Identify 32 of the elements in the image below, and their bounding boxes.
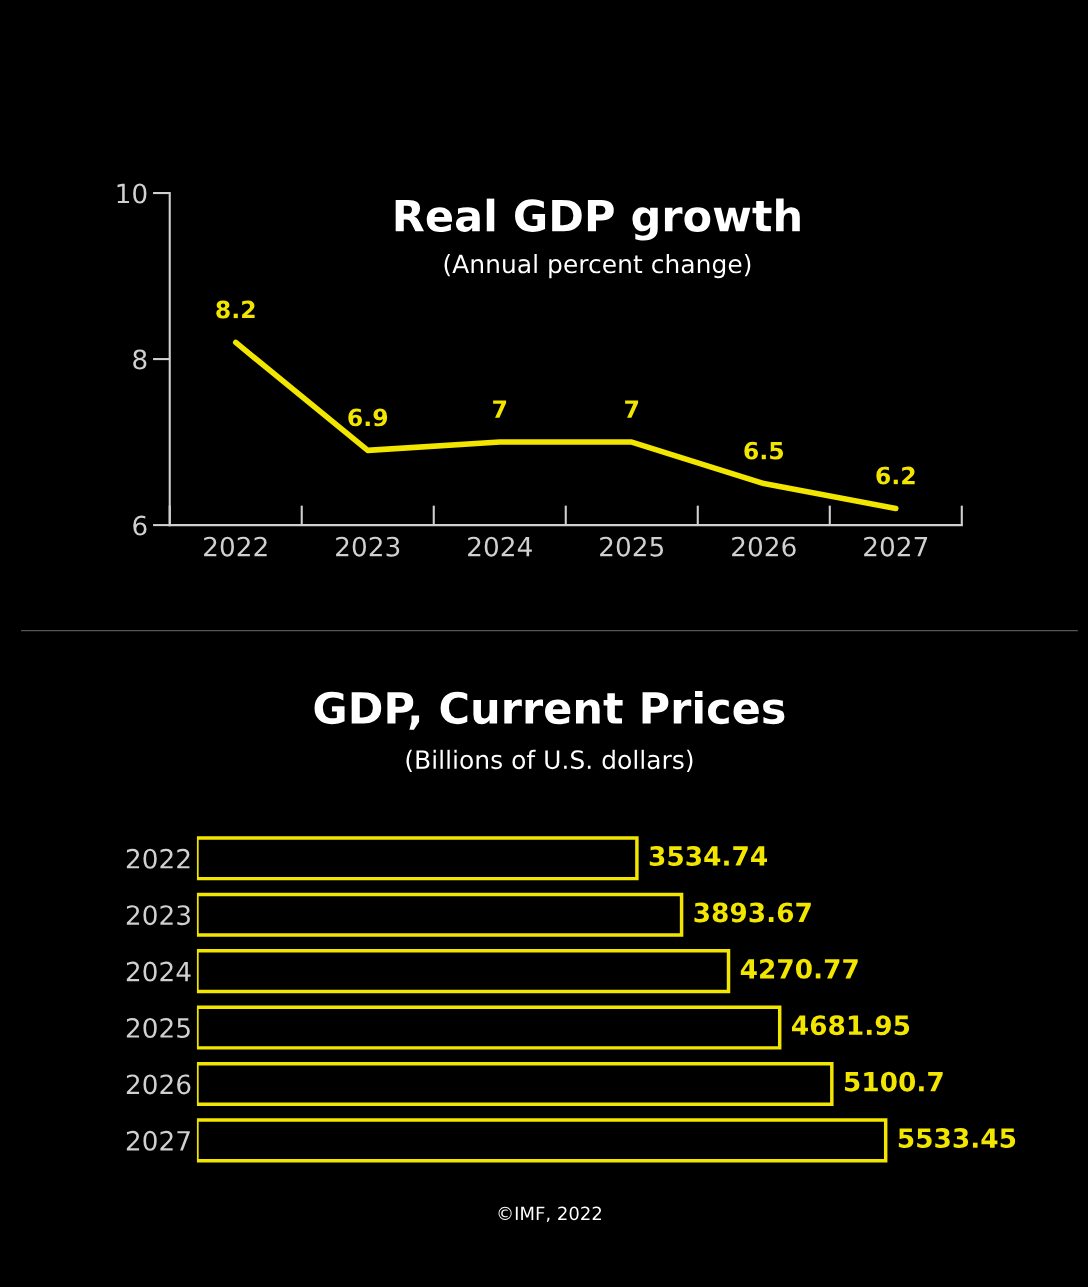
x-tick-label: 2025 bbox=[600, 536, 664, 557]
y-tick-label: 2025 bbox=[126, 1018, 190, 1038]
y-tick-label: 2024 bbox=[126, 961, 191, 982]
y-tick-label: 6 bbox=[133, 515, 147, 536]
data-label: 6.5 bbox=[744, 441, 784, 460]
chart-subtitle: (Billions of U.S. dollars) bbox=[406, 749, 693, 773]
data-label: 4270.77 bbox=[740, 958, 858, 979]
data-label: 4681.95 bbox=[792, 1015, 910, 1036]
x-tick-label: 2026 bbox=[732, 536, 796, 557]
data-label: 3893.67 bbox=[694, 902, 811, 923]
data-label: 3534.74 bbox=[649, 846, 767, 866]
data-label: 8.2 bbox=[216, 300, 255, 319]
data-label: 7 bbox=[625, 400, 639, 418]
y-tick-label: 10 bbox=[117, 183, 147, 204]
y-tick-label: 2027 bbox=[126, 1130, 190, 1151]
data-label: 7 bbox=[493, 400, 507, 418]
y-tick-label: 8 bbox=[133, 349, 147, 370]
data-label: 6.2 bbox=[876, 466, 915, 485]
y-tick-label: 2023 bbox=[126, 905, 190, 926]
x-tick-label: 2023 bbox=[336, 536, 400, 557]
text: ©IMF, 2022 bbox=[498, 1206, 602, 1223]
x-tick-label: 2027 bbox=[864, 536, 928, 557]
y-tick-label: 2022 bbox=[126, 848, 190, 869]
text: (Annual percent change) bbox=[444, 254, 751, 279]
chart-title: GDP, Current Prices bbox=[314, 690, 785, 730]
data-label: 5533.45 bbox=[898, 1128, 1016, 1149]
data-label: 6.9 bbox=[348, 408, 388, 427]
data-label: 5100.7 bbox=[844, 1071, 943, 1092]
x-tick-label: 2024 bbox=[468, 536, 532, 557]
x-tick-label: 2022 bbox=[204, 536, 267, 557]
chart-title: Real GDP growth bbox=[395, 198, 800, 241]
y-tick-label: 2026 bbox=[126, 1074, 191, 1095]
